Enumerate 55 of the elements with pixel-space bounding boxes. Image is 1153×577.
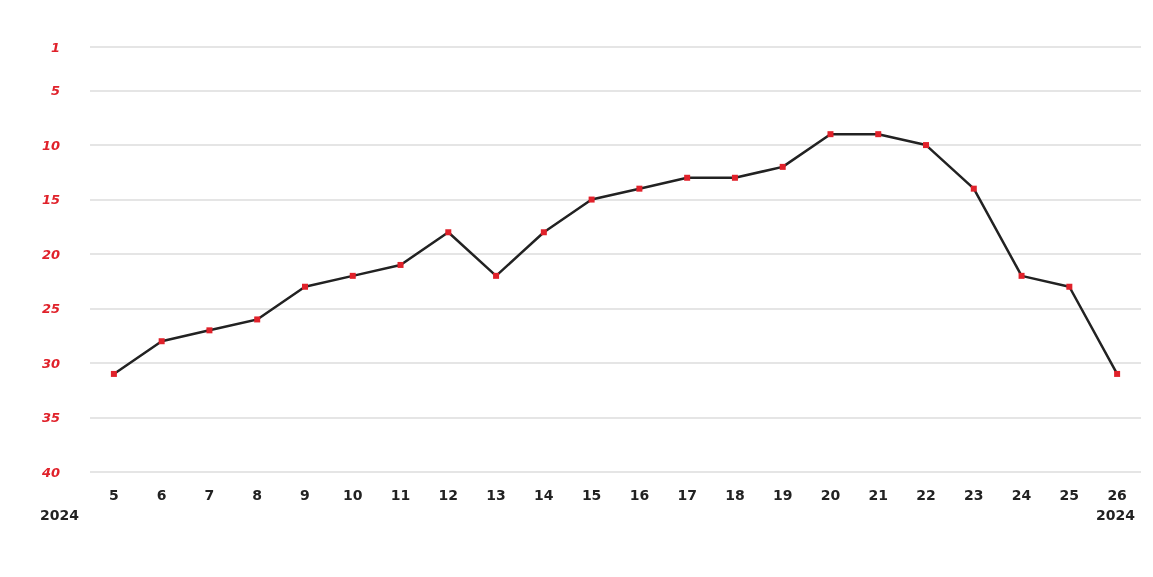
point [158, 338, 165, 345]
point [779, 163, 786, 170]
x-tick-label: 6 [156, 487, 167, 503]
x-tick-label: 12 [438, 487, 459, 503]
x-tick-label: 24 [1011, 487, 1032, 503]
y-tick-label: 1 [50, 39, 60, 55]
point [540, 229, 547, 236]
point [397, 261, 404, 268]
y-tick-label: 10 [41, 137, 60, 153]
x-tick-label: 19 [772, 487, 793, 503]
point [1018, 272, 1025, 279]
point [970, 185, 977, 192]
point [684, 174, 691, 181]
point [349, 272, 356, 279]
x-tick-label: 25 [1059, 487, 1080, 503]
point [110, 370, 117, 377]
x-tick-label: 9 [300, 487, 310, 503]
y-tick-label: 35 [41, 410, 60, 426]
y-tick-label: 25 [41, 301, 60, 317]
point [1114, 370, 1121, 377]
x-tick-label: 18 [725, 487, 745, 503]
point [254, 316, 261, 323]
y-tick-label: 15 [41, 192, 60, 208]
point [875, 131, 882, 138]
point [636, 185, 643, 192]
point [923, 142, 930, 149]
y-tick-label: 5 [50, 83, 60, 99]
x-tick-label: 17 [677, 487, 697, 503]
x-tick-label: 21 [868, 487, 888, 503]
point [206, 327, 213, 334]
x-tick-label: 13 [486, 487, 506, 503]
x-tick-label: 20 [820, 487, 841, 503]
point [827, 131, 834, 138]
x-tick-label: 22 [916, 487, 936, 503]
x-tick-label: 26 [1107, 487, 1127, 503]
y-tick-label: 20 [41, 246, 60, 262]
point [588, 196, 595, 203]
x-tick-label: 8 [252, 487, 263, 503]
x-tick-label: 10 [343, 487, 363, 503]
point [493, 272, 500, 279]
x-tick-label: 15 [581, 487, 602, 503]
x-tick-label: 7 [204, 487, 215, 503]
x-tick-label: 16 [629, 487, 650, 503]
x-tick-label: 14 [534, 487, 554, 503]
point [301, 283, 308, 290]
x-tick-label: 5 [109, 487, 119, 503]
point [1066, 283, 1073, 290]
text: 2024 [40, 507, 80, 523]
y-tick-label: 30 [41, 355, 60, 371]
y-tick-label: 40 [40, 464, 60, 480]
x-tick-label: 11 [390, 487, 411, 503]
x-tick-label: 23 [964, 487, 984, 503]
text: 2024 [1096, 507, 1136, 523]
point [731, 174, 738, 181]
point [445, 229, 452, 236]
